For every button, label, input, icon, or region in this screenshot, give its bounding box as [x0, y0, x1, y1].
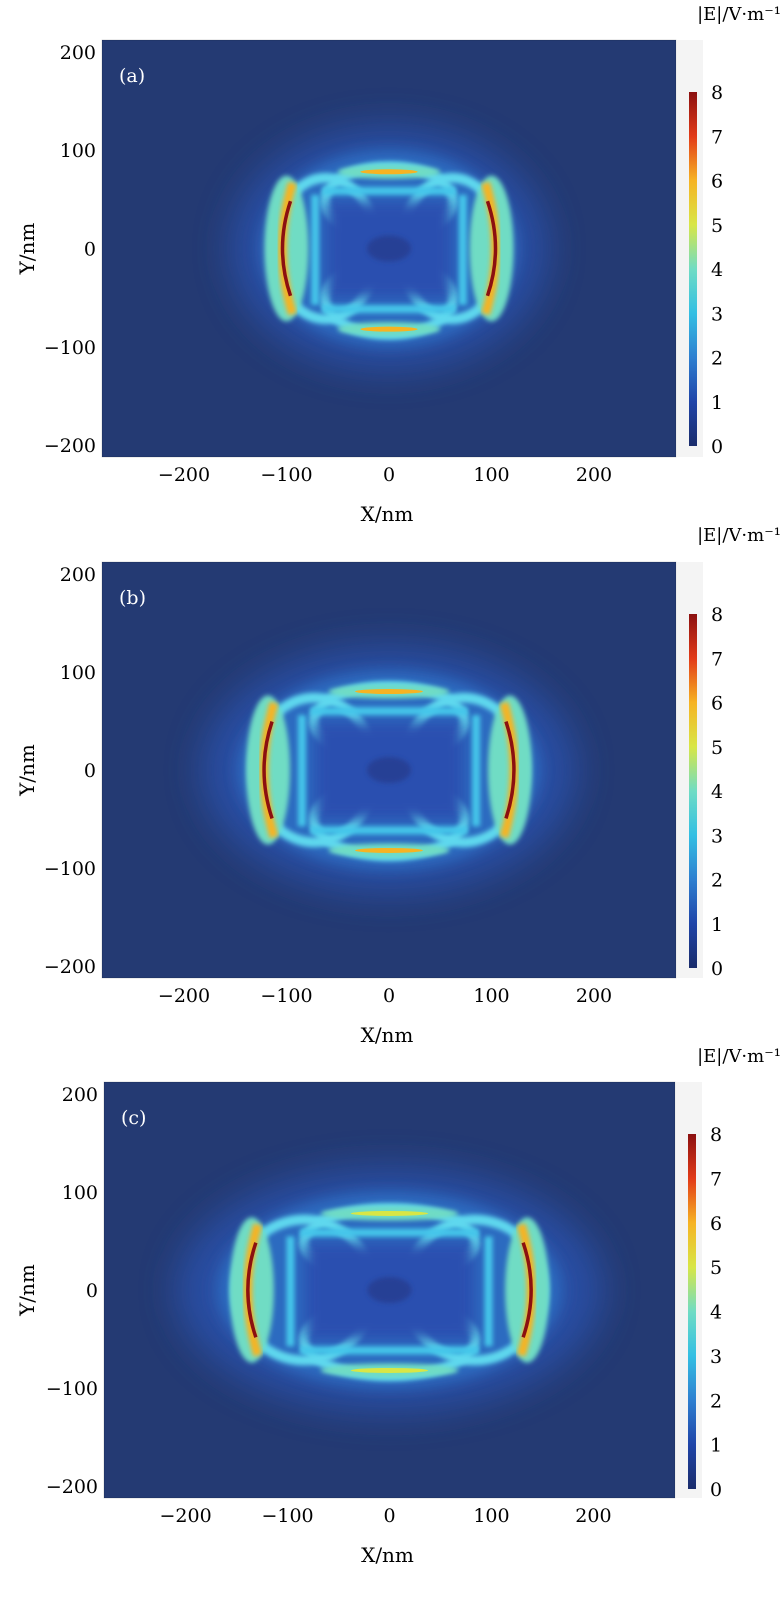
x-tick-label: −200 [158, 985, 210, 1007]
hotspot-mark [367, 235, 411, 262]
heatmap-field [230, 126, 548, 371]
x-tick-label: 200 [576, 464, 612, 486]
colorbar-tick-label: 8 [711, 604, 723, 626]
y-tick-label: 0 [84, 760, 96, 782]
axes-frame [103, 1081, 676, 1499]
hotspot-mark [328, 684, 450, 699]
colorbar-tick-label: 3 [710, 1346, 722, 1368]
x-tick-label: −200 [159, 1505, 211, 1527]
colorbar-tick-label: 7 [710, 1168, 722, 1190]
x-tick-label: 100 [473, 1505, 509, 1527]
hotspot-mark [246, 695, 291, 845]
colorbar-tick-label: 4 [710, 1302, 722, 1324]
hotspot-mark [229, 1217, 274, 1363]
y-tick-label: 100 [62, 1182, 98, 1204]
x-tick-label: −100 [261, 1505, 313, 1527]
x-axis-label: X/nm [361, 1543, 414, 1567]
x-axis-label: X/nm [361, 1023, 414, 1047]
colorbar-tick-label: 6 [710, 1213, 722, 1235]
colorbar-tick-label: 5 [711, 737, 723, 759]
x-tick-label: 200 [575, 1505, 611, 1527]
colorbar-tick-label: 2 [710, 1390, 722, 1412]
panel-label: (a) [119, 65, 145, 87]
y-tick-label: −200 [44, 956, 96, 978]
x-tick-label: 0 [383, 1505, 395, 1527]
x-tick-label: −200 [158, 464, 210, 486]
y-axis-label: Y/nm [15, 744, 39, 797]
colorbar-tick-label: 0 [711, 958, 723, 980]
hotspot-mark [264, 175, 309, 322]
heatmap-field [176, 1168, 603, 1412]
y-tick-label: 0 [86, 1280, 98, 1302]
colorbar-tick-label: 4 [711, 259, 723, 281]
panel-label: (c) [121, 1107, 146, 1129]
panel-a: (a) −200 −100 0 100 200 −200 −100 0 100 200 X/nm Y/n… [15, 4, 780, 526]
y-tick-label: −100 [46, 1378, 98, 1400]
y-tick-label: 200 [62, 1084, 98, 1106]
colorbar-tick-label: 2 [711, 870, 723, 892]
x-tick-label: 200 [576, 985, 612, 1007]
y-tick-label: −100 [44, 337, 96, 359]
y-tick-label: −100 [44, 858, 96, 880]
hotspot-mark [367, 1277, 412, 1303]
colorbar-title: |E|/V·m⁻¹ [697, 1046, 780, 1067]
colorbar-title: |E|/V·m⁻¹ [697, 525, 780, 546]
colorbar-tick-label: 1 [711, 392, 723, 414]
y-tick-label: 100 [60, 662, 96, 684]
axes-frame [101, 39, 677, 458]
y-tick-label: −200 [46, 1476, 98, 1498]
colorbar-tick-label: 1 [711, 914, 723, 936]
hotspot-mark [469, 175, 514, 322]
colorbar-tick-label: 1 [710, 1435, 722, 1457]
colorbar [688, 1134, 696, 1489]
colorbar-tick-label: 2 [711, 348, 723, 370]
colorbar-tick-label: 5 [710, 1257, 722, 1279]
x-axis-label: X/nm [361, 502, 414, 526]
y-tick-label: 100 [60, 140, 96, 162]
panel-b: (b) −200 −100 0 100 200 −200 −100 0 100 200 X/nm Y/n… [15, 525, 780, 1047]
colorbar-tick-label: 6 [711, 693, 723, 715]
y-tick-label: 200 [60, 42, 96, 64]
hotspot-mark [505, 1217, 550, 1363]
axes-frame [101, 561, 677, 979]
y-axis-label: Y/nm [15, 1264, 39, 1317]
hotspot-mark [328, 843, 450, 858]
y-tick-label: 0 [84, 239, 96, 261]
colorbar [689, 614, 697, 968]
hotspot-mark [487, 695, 532, 845]
x-tick-label: 0 [383, 985, 395, 1007]
y-tick-label: 200 [60, 564, 96, 586]
x-tick-label: −100 [260, 985, 312, 1007]
colorbar-tick-label: 7 [711, 648, 723, 670]
colorbar-title: |E|/V·m⁻¹ [697, 4, 780, 25]
colorbar-tick-label: 0 [710, 1479, 722, 1501]
y-tick-label: −200 [44, 435, 96, 457]
colorbar-tick-label: 4 [711, 781, 723, 803]
heatmap-field [201, 646, 577, 894]
hotspot-mark [367, 757, 411, 783]
hotspot-mark [320, 1363, 459, 1378]
colorbar-tick-label: 3 [711, 303, 723, 325]
colorbar-tick-label: 8 [710, 1124, 722, 1146]
colorbar-tick-label: 7 [711, 126, 723, 148]
x-tick-label: 100 [473, 985, 509, 1007]
hotspot-mark [337, 322, 441, 337]
x-tick-label: 0 [383, 464, 395, 486]
x-tick-label: −100 [260, 464, 312, 486]
colorbar-tick-label: 0 [711, 436, 723, 458]
colorbar-tick-label: 3 [711, 825, 723, 847]
colorbar-tick-label: 8 [711, 82, 723, 104]
colorbar [689, 92, 697, 446]
panel-label: (b) [119, 587, 146, 609]
colorbar-tick-label: 6 [711, 171, 723, 193]
y-axis-label: Y/nm [15, 223, 39, 276]
hotspot-mark [320, 1206, 459, 1221]
hotspot-mark [337, 164, 441, 179]
x-tick-label: 100 [473, 464, 509, 486]
panel-c: (c) −200 −100 0 100 200 −200 −100 0 100 200 X/nm Y/n… [15, 1046, 780, 1567]
colorbar-tick-label: 5 [711, 215, 723, 237]
